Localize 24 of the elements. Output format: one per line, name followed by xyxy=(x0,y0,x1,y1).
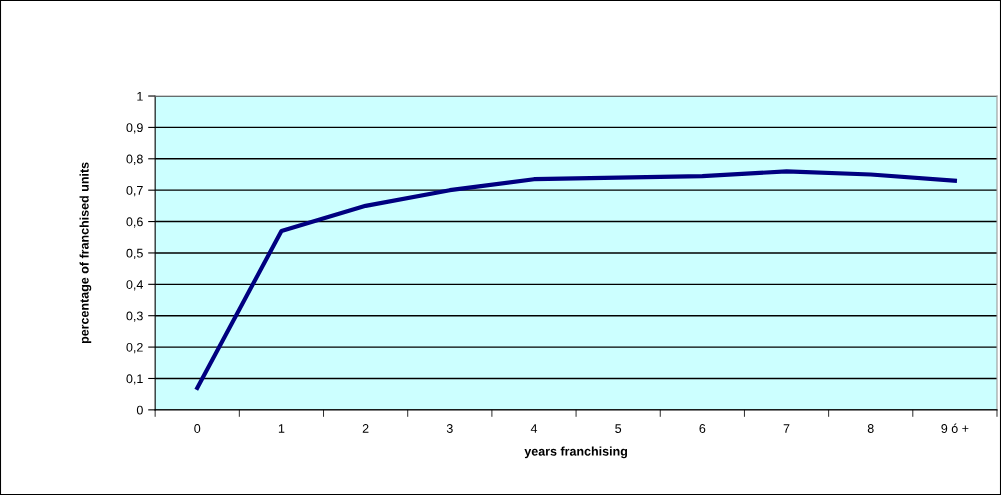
x-tick-label: 8 xyxy=(867,424,874,433)
x-tick-label: 3 xyxy=(446,424,453,433)
line-series xyxy=(195,169,957,390)
y-tick-label: 0,8 xyxy=(126,154,143,165)
x-tick-label: 2 xyxy=(362,424,369,433)
x-tick-label: 0 xyxy=(194,424,201,433)
y-tick-label: 0,4 xyxy=(126,280,143,291)
y-axis-title: percentage of franchised units xyxy=(79,162,92,344)
x-tick-label: 6 xyxy=(699,424,706,433)
y-tick-label: 0,1 xyxy=(126,374,143,385)
y-tick-label: 0,2 xyxy=(126,342,143,354)
x-tick-label: 4 xyxy=(530,424,538,433)
y-tick-label: 0,3 xyxy=(126,311,143,322)
y-tick-label: 0,7 xyxy=(126,185,143,197)
x-axis-title: years franchising xyxy=(524,446,627,459)
x-tick-label: 9 ó + xyxy=(941,423,969,433)
y-tick-label: 0 xyxy=(136,405,143,415)
y-tick-label: 0,6 xyxy=(126,217,143,228)
y-tick-label: 0,9 xyxy=(126,123,143,134)
y-tick-label: 0,5 xyxy=(126,248,143,260)
x-tick-label: 1 xyxy=(278,424,285,433)
x-tick-label: 5 xyxy=(615,424,622,433)
x-tick-label: 7 xyxy=(783,424,790,433)
y-tick-label: 1 xyxy=(137,91,143,101)
